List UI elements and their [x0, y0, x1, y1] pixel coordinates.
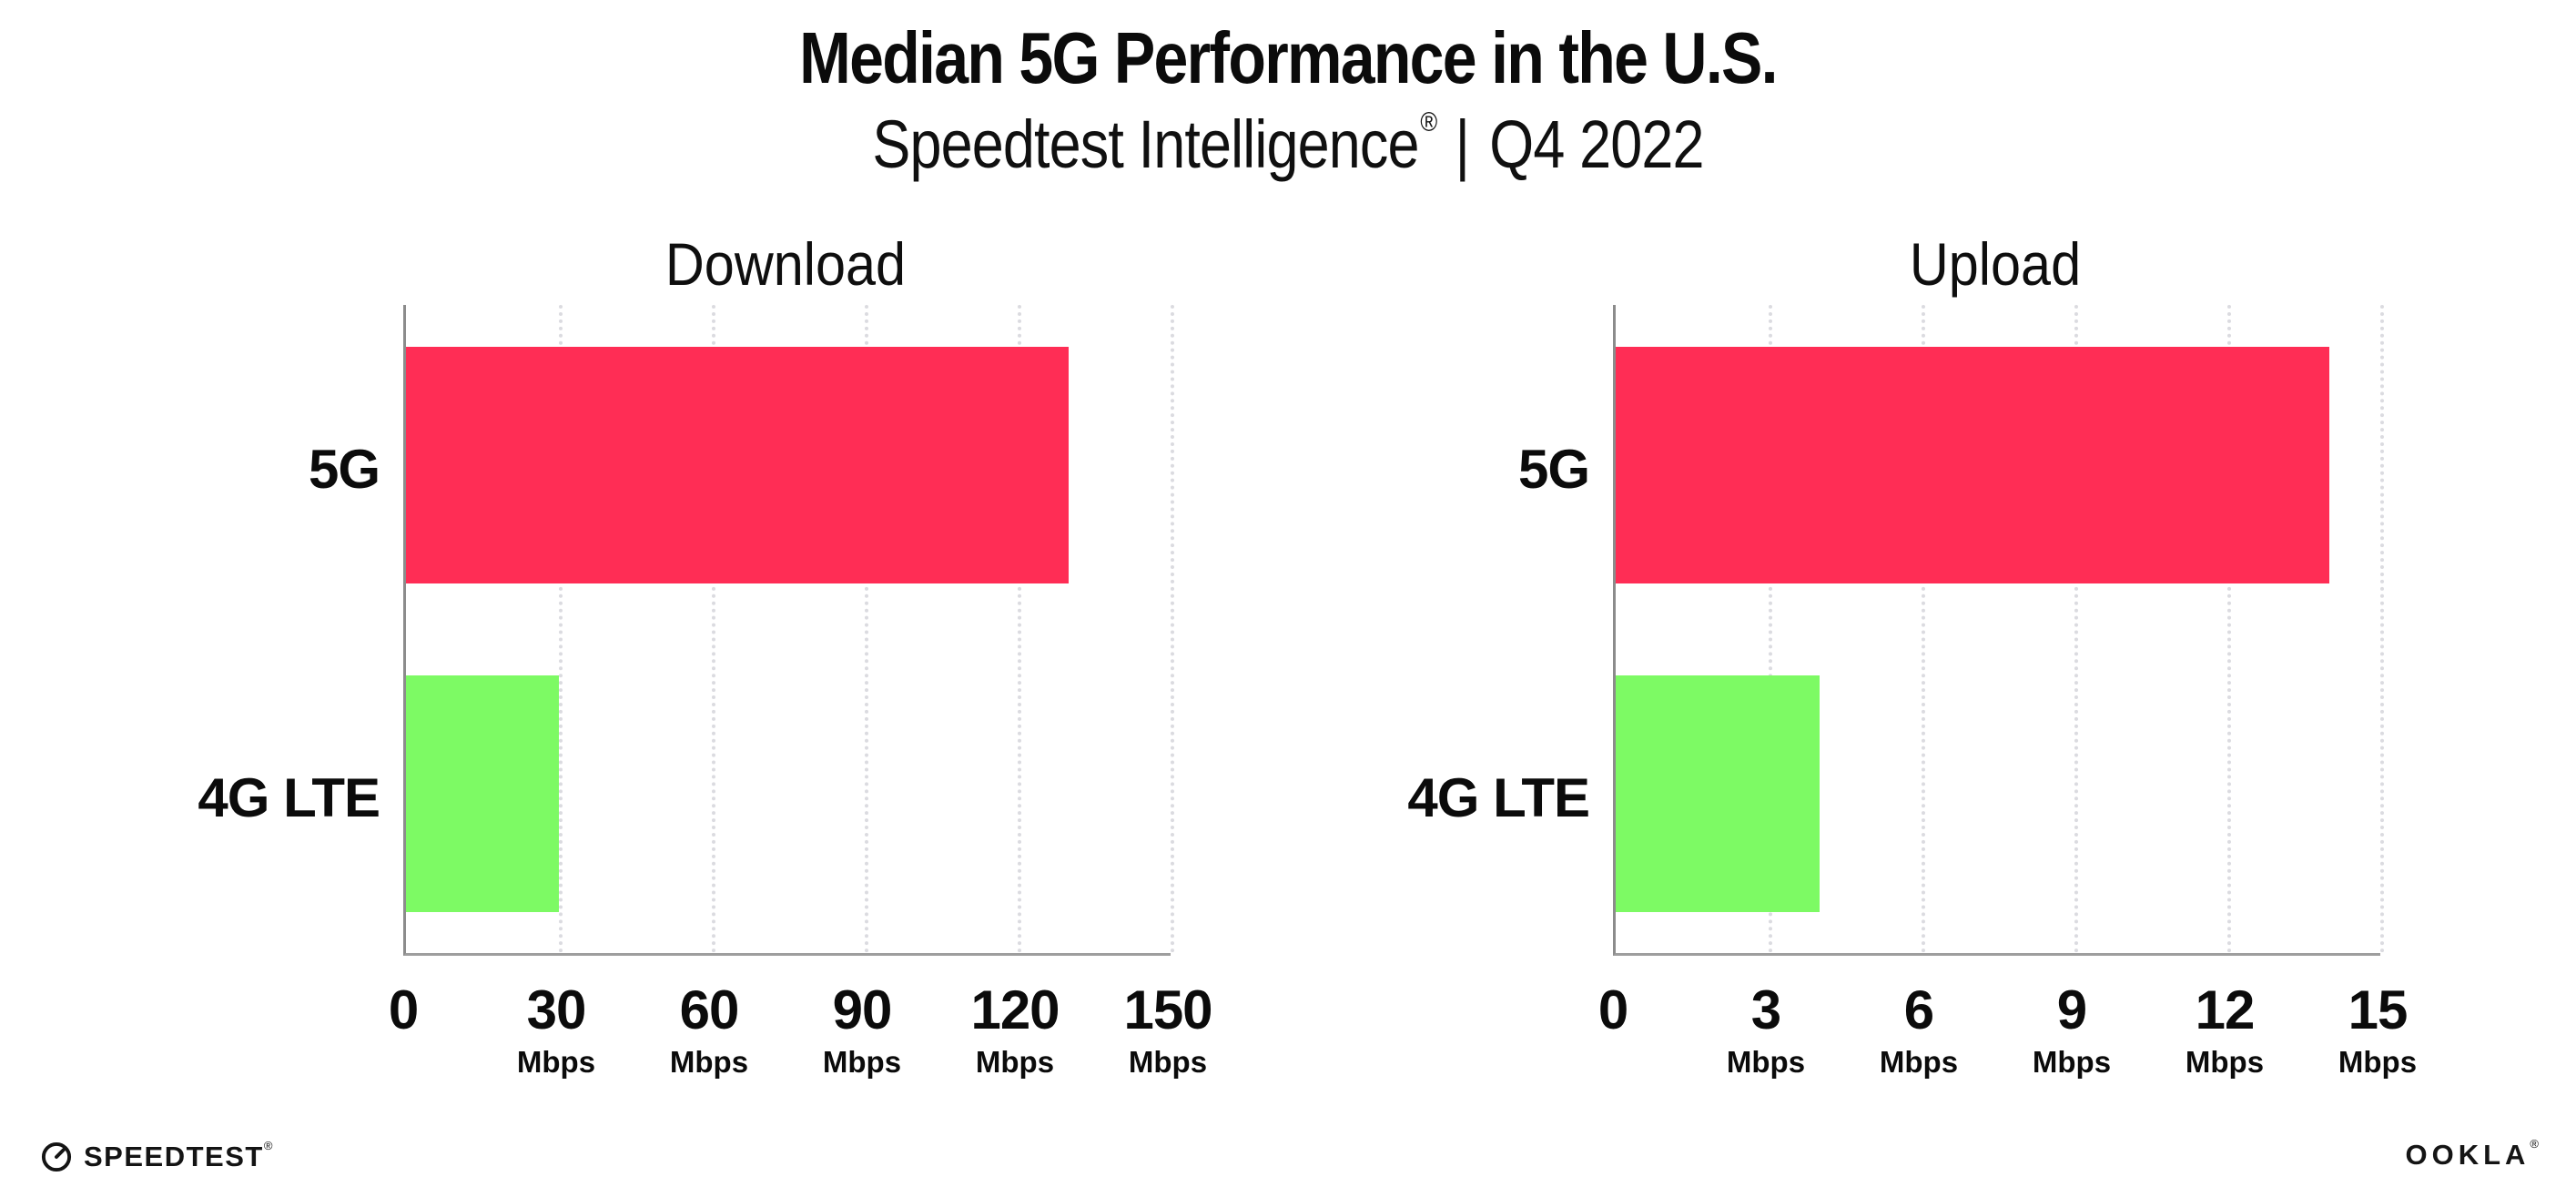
bar-5g-upload — [1616, 347, 2329, 583]
x-tick-value: 15 — [2348, 979, 2409, 1040]
upload-x-axis: 0 3 Mbps 6 Mbps 9 Mbps 12 Mbps 15 Mbps — [1598, 981, 2417, 1118]
x-tick-value: 30 — [526, 979, 587, 1040]
registered-trademark-mark: ® — [1420, 107, 1437, 137]
x-tick-0: 0 — [1598, 981, 1628, 1047]
subtitle-separator: | — [1455, 107, 1470, 182]
x-tick-unit: Mbps — [1726, 1045, 1806, 1079]
speedtest-logo: SPEEDTEST® — [40, 1139, 274, 1173]
speedtest-wordmark: SPEEDTEST® — [84, 1139, 274, 1172]
footer: SPEEDTEST® OOKLA® — [40, 1135, 2543, 1173]
upload-plot-area — [1613, 305, 2384, 956]
subtitle-brand: Speedtest Intelligence — [872, 107, 1419, 182]
x-tick-0: 0 — [388, 979, 419, 1047]
download-category-labels: 5G 4G LTE — [137, 305, 380, 953]
bar-4g-lte-upload — [1616, 675, 1820, 912]
x-tick-6: 6 Mbps — [1880, 981, 1958, 1077]
gridline — [2380, 305, 2384, 953]
category-label-5g: 5G — [308, 439, 380, 500]
page-title: Median 5G Performance in the U.S. — [799, 17, 1778, 98]
speedtest-gauge-icon — [40, 1141, 73, 1173]
x-tick-unit: Mbps — [2185, 1045, 2265, 1079]
x-tick-value: 120 — [970, 979, 1060, 1040]
x-tick-value: 9 — [2056, 979, 2087, 1040]
x-tick-150: 150 Mbps — [1123, 981, 1212, 1077]
x-tick-value: 150 — [1123, 979, 1212, 1040]
x-tick-value: 90 — [832, 979, 893, 1040]
download-chart: Download 5G 4G LTE 0 30 Mbps 60 Mbps 90 Mbp… — [137, 229, 1238, 1121]
registered-mark: ® — [2530, 1137, 2543, 1151]
page-subtitle: Speedtest Intelligence® | Q4 2022 — [193, 106, 2383, 183]
upload-chart-title: Upload — [1909, 230, 2082, 298]
x-tick-9: 9 Mbps — [2033, 981, 2111, 1077]
x-tick-unit: Mbps — [669, 1045, 749, 1079]
x-tick-value: 12 — [2195, 979, 2256, 1040]
x-tick-unit: Mbps — [2032, 1045, 2112, 1079]
upload-chart: Upload 5G 4G LTE 0 3 Mbps 6 Mbps 9 Mbps 12 M… — [1346, 229, 2448, 1121]
x-tick-value: 0 — [1597, 979, 1628, 1040]
x-tick-unit: Mbps — [975, 1045, 1055, 1079]
x-tick-90: 90 Mbps — [823, 981, 901, 1077]
category-label-4g-lte: 4G LTE — [1407, 767, 1590, 828]
upload-category-labels: 5G 4G LTE — [1346, 305, 1590, 953]
gridline — [1171, 305, 1174, 953]
download-x-axis: 0 30 Mbps 60 Mbps 90 Mbps 120 Mbps 150 Mbps — [389, 979, 1213, 1118]
bar-5g-download — [406, 347, 1069, 583]
x-tick-12: 12 Mbps — [2186, 981, 2264, 1077]
x-tick-value: 0 — [388, 979, 419, 1040]
x-tick-unit: Mbps — [2338, 1045, 2418, 1079]
subtitle-period: Q4 2022 — [1489, 107, 1704, 182]
x-tick-15: 15 Mbps — [2338, 981, 2417, 1077]
x-tick-3: 3 Mbps — [1727, 981, 1805, 1077]
x-tick-value: 3 — [1750, 979, 1781, 1040]
x-tick-value: 60 — [679, 979, 740, 1040]
download-plot-area — [403, 305, 1174, 956]
x-tick-unit: Mbps — [1879, 1045, 1959, 1079]
x-tick-120: 120 Mbps — [970, 979, 1060, 1079]
category-label-4g-lte: 4G LTE — [198, 767, 380, 828]
registered-mark: ® — [263, 1139, 274, 1152]
category-label-5g: 5G — [1517, 439, 1590, 500]
x-tick-value: 6 — [1903, 979, 1934, 1040]
x-tick-unit: Mbps — [822, 1045, 902, 1079]
download-chart-title: Download — [664, 230, 907, 298]
bar-4g-lte-download — [406, 675, 559, 912]
x-tick-30: 30 Mbps — [517, 981, 595, 1077]
x-tick-60: 60 Mbps — [670, 981, 748, 1077]
ookla-logo: OOKLA® — [2405, 1137, 2543, 1171]
x-tick-unit: Mbps — [1128, 1045, 1208, 1079]
x-tick-unit: Mbps — [516, 1045, 596, 1079]
